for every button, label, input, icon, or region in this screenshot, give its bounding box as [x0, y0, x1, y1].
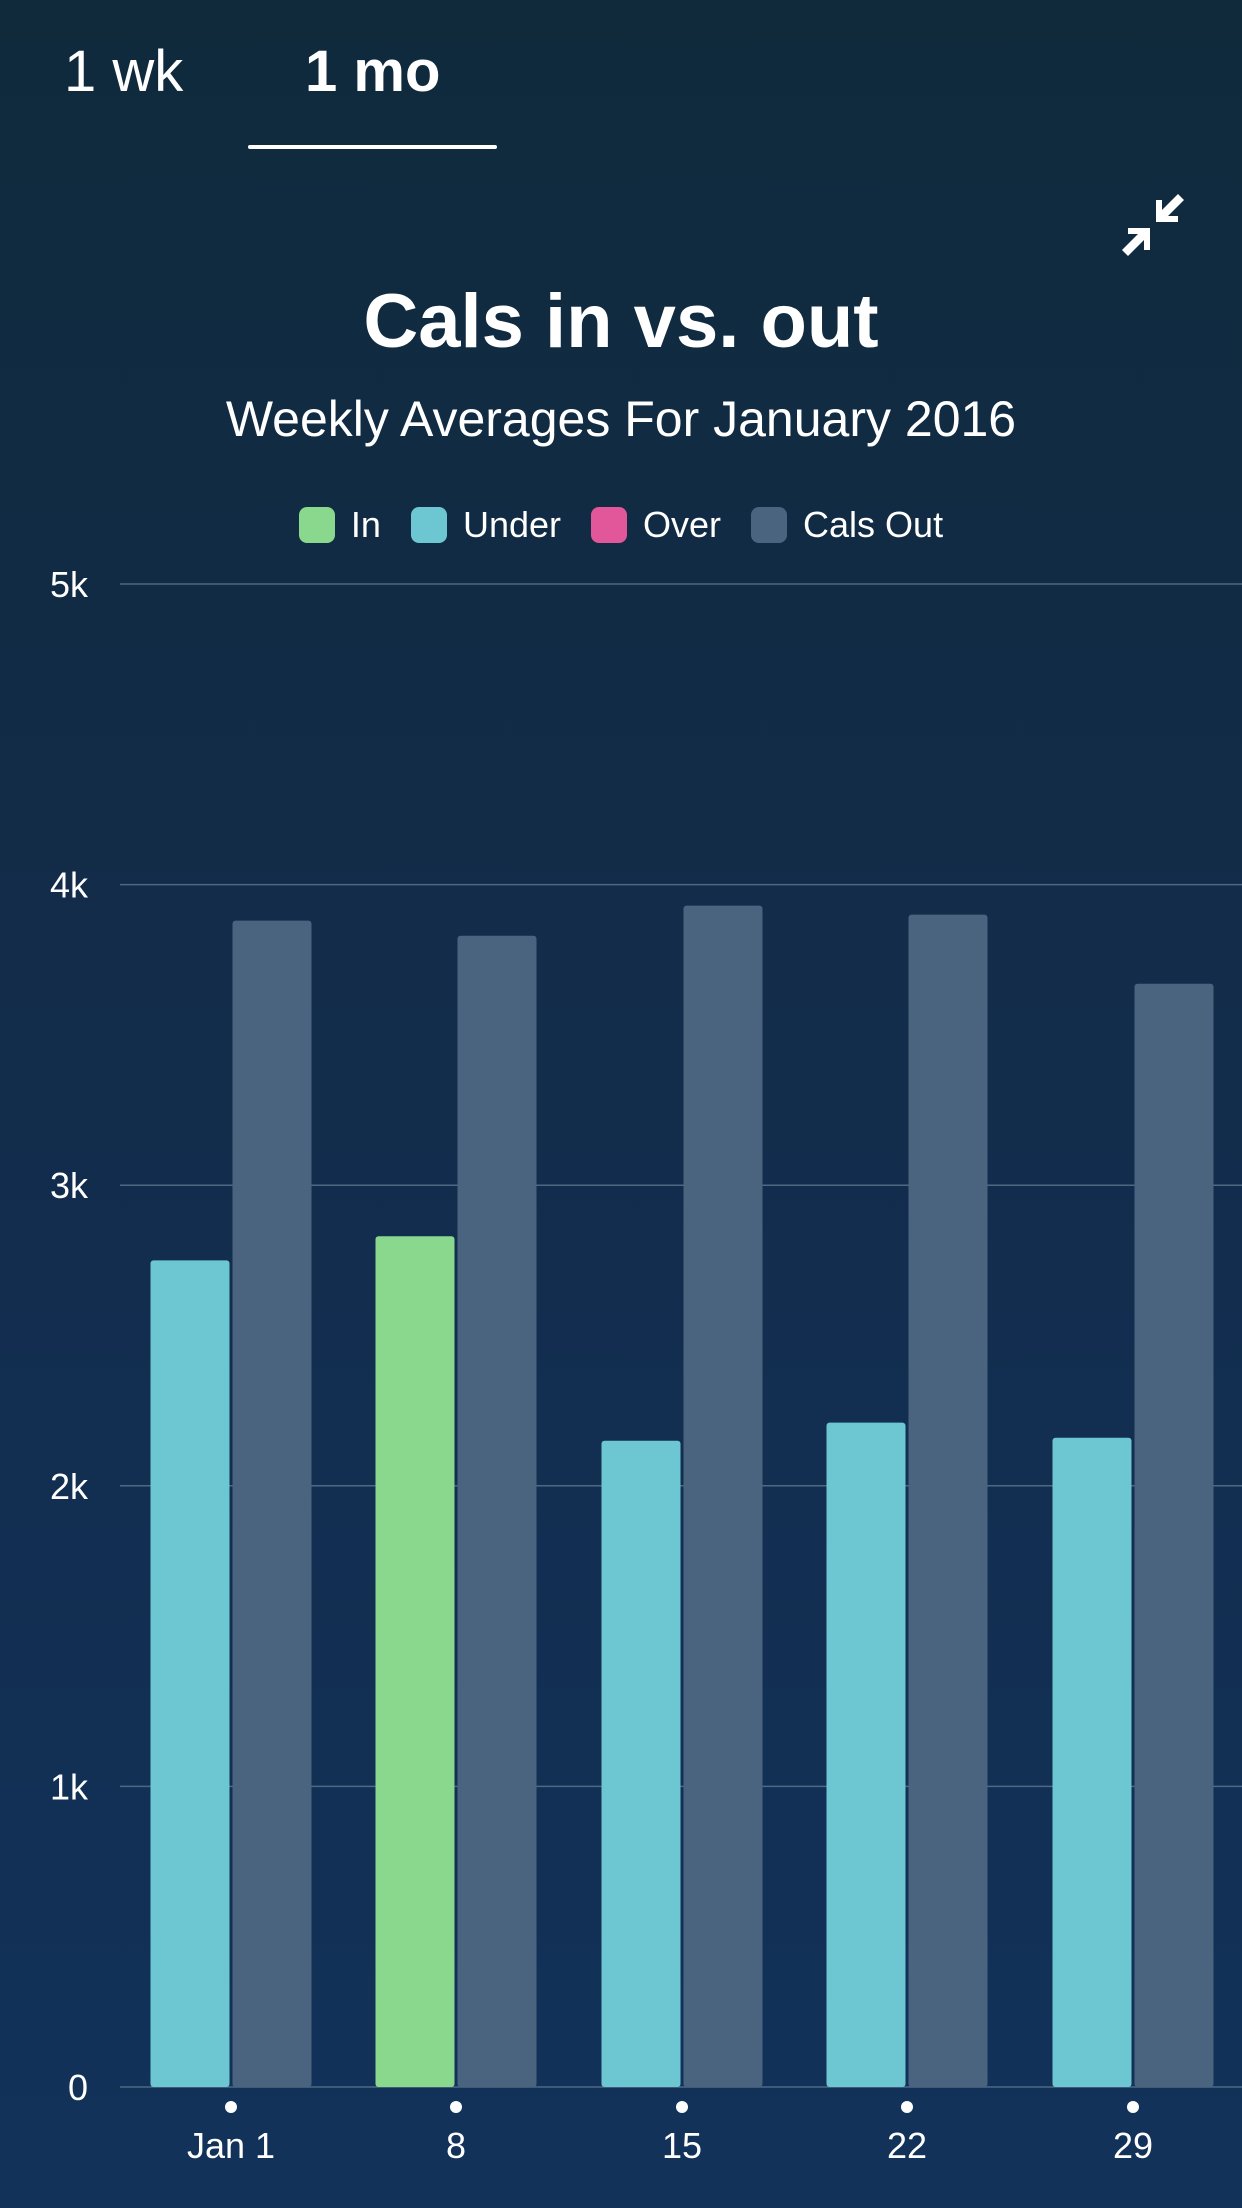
- tab-1-week[interactable]: 1 wk: [64, 39, 184, 104]
- x-tick-label: 22: [887, 2125, 927, 2166]
- chart-subtitle: Weekly Averages For January 2016: [225, 391, 1017, 447]
- bar-cals-out: [683, 905, 763, 2087]
- x-tick-label: Jan 1: [187, 2125, 275, 2166]
- legend-label-under: Under: [462, 504, 562, 545]
- chart-title: Cals in vs. out: [363, 279, 879, 364]
- legend-label-cals-out: Cals Out: [803, 504, 944, 545]
- legend-item-over: Over: [591, 504, 721, 546]
- legend-swatch-under: [410, 507, 447, 543]
- bar-cals-out: [1134, 983, 1214, 2087]
- x-tick-dot: [901, 2101, 913, 2113]
- y-tick-label: 0: [68, 2067, 88, 2108]
- x-tick-label: 8: [446, 2125, 466, 2166]
- legend-item-cals-out: Cals Out: [751, 504, 943, 546]
- bar-cals-in: [601, 1440, 681, 2087]
- legend-label-over: Over: [643, 504, 722, 545]
- range-tabs: 1 wk 1 mo: [0, 0, 600, 150]
- x-tick-dot: [225, 2101, 237, 2113]
- tab-1-month[interactable]: 1 mo: [305, 39, 441, 104]
- y-tick-label: 1k: [50, 1766, 89, 1807]
- bar-cals-in: [150, 1260, 230, 2087]
- collapse-arrows-icon: [1122, 194, 1184, 256]
- x-tick-label: 15: [662, 2125, 702, 2166]
- chart-legend: In Under Over Cals Out: [0, 500, 1242, 550]
- x-tick-label: 29: [1113, 2125, 1153, 2166]
- bar-cals-in: [826, 1422, 906, 2087]
- selected-tab-indicator: [248, 145, 497, 149]
- bar-cals-out: [457, 935, 537, 2087]
- y-tick-label: 4k: [50, 865, 89, 906]
- y-tick-label: 5k: [50, 564, 89, 605]
- y-tick-label: 3k: [50, 1165, 89, 1206]
- bar-cals-in: [375, 1236, 455, 2087]
- bar-cals-in: [1052, 1437, 1132, 2087]
- legend-label-in: In: [350, 504, 381, 545]
- legend-swatch-in: [298, 507, 335, 543]
- legend-swatch-cals-out: [751, 507, 788, 543]
- legend-item-in: In: [298, 504, 381, 546]
- x-tick-dot: [1127, 2101, 1139, 2113]
- y-tick-label: 2k: [50, 1466, 89, 1507]
- bar-cals-out: [232, 920, 312, 2087]
- legend-item-under: Under: [410, 504, 562, 546]
- x-tick-dot: [676, 2101, 688, 2113]
- x-tick-dot: [450, 2101, 462, 2113]
- bar-cals-out: [908, 914, 988, 2088]
- legend-swatch-over: [591, 507, 628, 543]
- collapse-button[interactable]: [1118, 190, 1188, 260]
